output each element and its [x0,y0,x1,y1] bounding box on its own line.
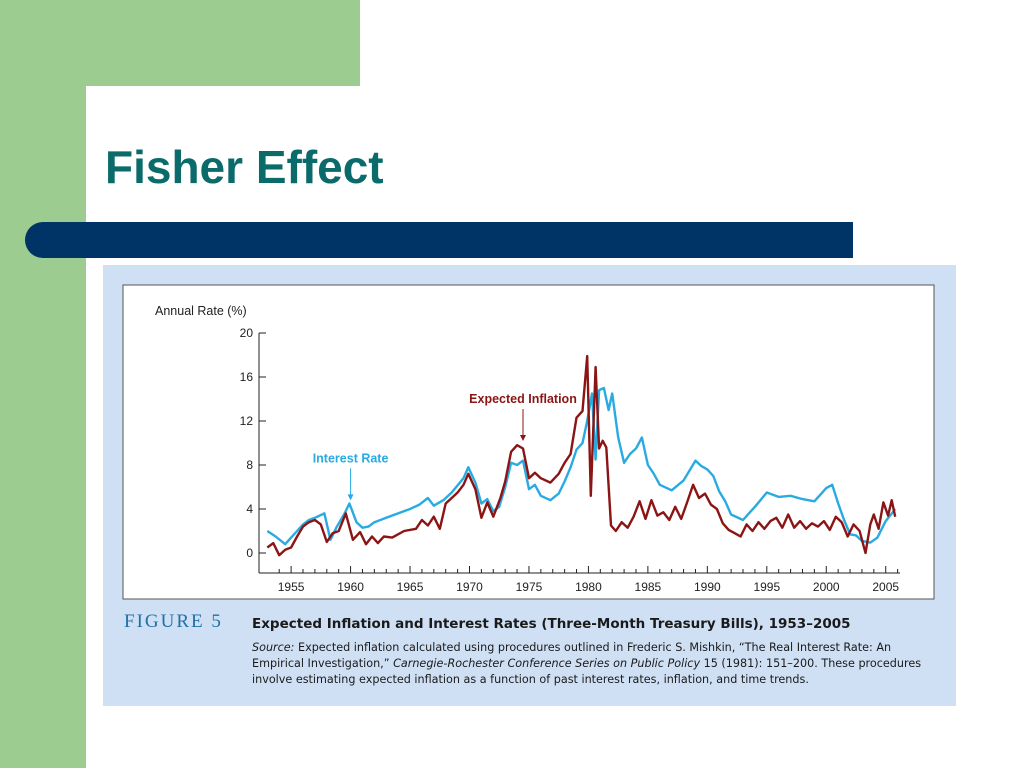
source-journal: Carnegie-Rochester Conference Series on … [393,657,701,670]
y-tick-label: 0 [246,546,253,560]
series-line-interest-rate [266,386,897,546]
x-tick-label: 1975 [516,580,543,594]
chart-frame [122,284,935,600]
y-tick-label: 8 [246,458,253,472]
source-text-2: 15 (1981): 151–200. These procedures inv… [252,657,922,686]
y-tick-label: 16 [240,370,254,384]
green-side-band [0,0,86,768]
x-tick-label: 1995 [753,580,780,594]
annotation-arrow-head [520,435,527,441]
x-tick-label: 2005 [872,580,899,594]
figure-source: Source: Expected inflation calculated us… [252,640,942,688]
annotation-arrow-head [347,494,354,501]
source-text-1: Expected inflation calculated using proc… [252,641,892,670]
x-tick-label: 1990 [694,580,721,594]
figure-label: FIGURE 5 [124,611,223,632]
annotation-label: Expected Inflation [469,392,577,406]
figure-panel: Annual Rate (%) 0 4 8 12 16 20 1955 1960 1965 197… [103,265,956,706]
y-tick-label: 20 [240,326,254,340]
series-lines [266,354,897,557]
annotations: Interest Rate Expected Inflation [313,392,577,501]
annotation-label: Interest Rate [313,451,389,465]
y-tick-label: 12 [240,414,254,428]
x-tick-label: 1970 [456,580,483,594]
series-line-expected-inflation [266,354,897,557]
y-tick-label: 4 [246,502,253,516]
figure-title: Expected Inflation and Interest Rates (T… [252,616,851,632]
x-tick-label: 1960 [337,580,364,594]
x-tick-label: 1985 [635,580,662,594]
y-axis-label: Annual Rate (%) [155,304,247,318]
title-divider-bar [25,222,853,258]
x-tick-label: 1955 [278,580,305,594]
line-chart: Annual Rate (%) 0 4 8 12 16 20 1955 1960 1965 197… [122,284,935,600]
x-tick-label: 2000 [813,580,840,594]
axes: 0 4 8 12 16 20 1955 1960 1965 1970 1975 1980 1985 199… [240,326,900,594]
x-tick-label: 1965 [397,580,424,594]
slide-title: Fisher Effect [105,141,384,193]
rounded-corner-decoration [86,86,166,166]
source-label: Source: [252,641,295,654]
x-tick-label: 1980 [575,580,602,594]
